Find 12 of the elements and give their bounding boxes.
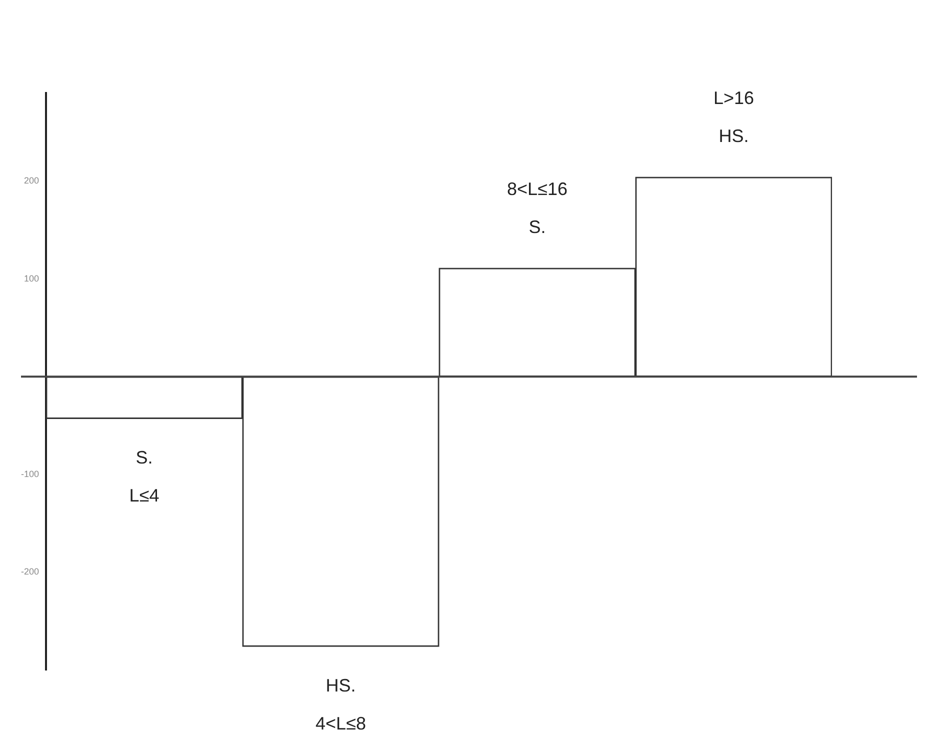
annotation: L≤4	[129, 486, 160, 506]
annotation: S.	[136, 448, 153, 468]
y-tick-label: -100	[21, 468, 40, 479]
y-tick-label: 200	[24, 176, 40, 186]
annotation: 8<L≤16	[507, 179, 568, 200]
text: 4<L≤8	[316, 714, 366, 734]
y-tick-label: 100	[24, 273, 40, 284]
annotation: S.	[528, 217, 546, 238]
annotation: L>16	[713, 88, 754, 108]
annotation: HS.	[718, 126, 749, 146]
y-tick-label: -200	[21, 566, 40, 577]
text: HS.	[326, 676, 356, 696]
